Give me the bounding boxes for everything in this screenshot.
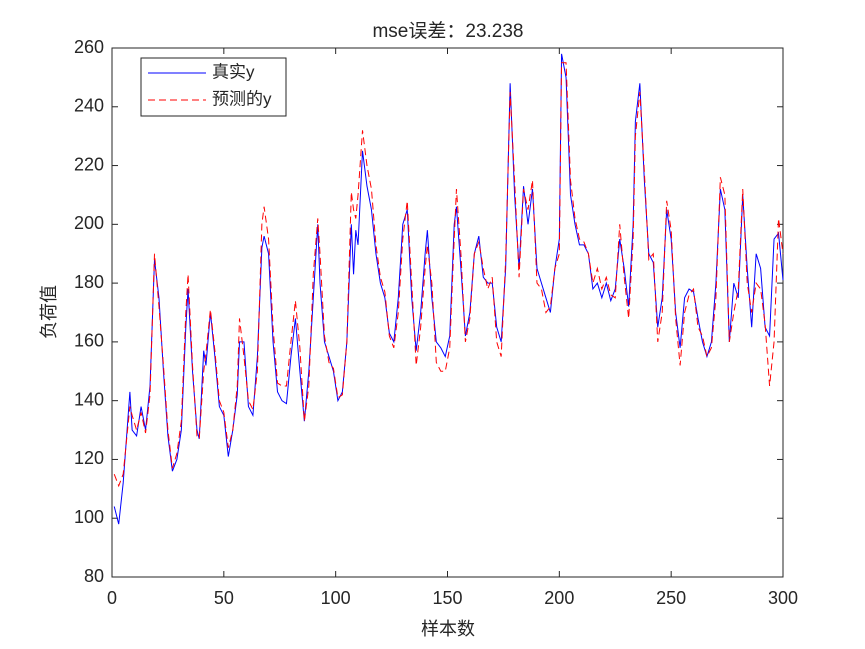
x-tick-label: 200	[544, 588, 574, 608]
x-axis-label: 样本数	[421, 619, 475, 640]
legend-label: 真实y	[212, 62, 255, 81]
x-tick-label: 50	[214, 588, 234, 608]
x-tick-label: 250	[656, 588, 686, 608]
x-tick-label: 100	[321, 588, 351, 608]
y-tick-label: 240	[74, 96, 104, 116]
x-tick-label: 150	[432, 588, 462, 608]
chart-title: mse误差：23.238	[372, 20, 523, 42]
data-line	[113, 62, 784, 488]
y-tick-label: 180	[74, 272, 104, 292]
y-tick-label: 100	[74, 507, 104, 527]
y-tick-label: 220	[74, 154, 104, 174]
y-tick-label: 200	[74, 213, 104, 233]
y-axis-label: 负荷值	[39, 285, 60, 339]
legend-box	[140, 57, 287, 117]
y-tick-label: 80	[84, 566, 104, 586]
y-tick-label: 160	[74, 331, 104, 351]
legend-label: 预测的y	[212, 89, 272, 108]
plot-area	[111, 47, 784, 578]
x-tick-label: 0	[107, 588, 117, 608]
y-tick-label: 120	[74, 448, 104, 468]
y-tick-label: 260	[74, 37, 104, 57]
y-tick-label: 140	[74, 389, 104, 409]
x-tick-label: 300	[768, 588, 798, 608]
